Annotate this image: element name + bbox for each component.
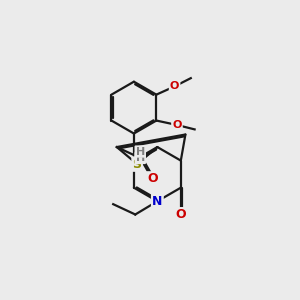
Text: H: H <box>136 153 145 163</box>
Text: S: S <box>133 158 142 171</box>
Text: O: O <box>170 81 179 92</box>
Text: O: O <box>172 120 182 130</box>
Text: O: O <box>176 208 186 221</box>
Text: O: O <box>147 172 158 185</box>
Text: N: N <box>152 195 163 208</box>
Text: H: H <box>136 146 145 157</box>
